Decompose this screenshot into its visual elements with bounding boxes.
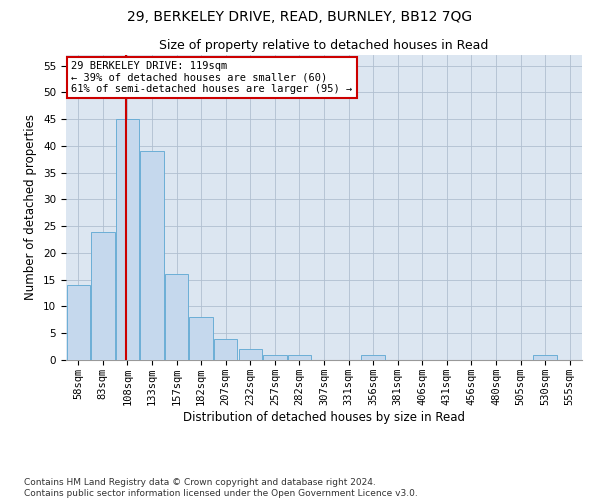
Bar — [263, 354, 287, 360]
Y-axis label: Number of detached properties: Number of detached properties — [25, 114, 37, 300]
Bar — [533, 354, 557, 360]
Text: Contains HM Land Registry data © Crown copyright and database right 2024.
Contai: Contains HM Land Registry data © Crown c… — [24, 478, 418, 498]
Bar — [116, 119, 139, 360]
Bar — [288, 354, 311, 360]
X-axis label: Distribution of detached houses by size in Read: Distribution of detached houses by size … — [183, 410, 465, 424]
Title: Size of property relative to detached houses in Read: Size of property relative to detached ho… — [160, 40, 488, 52]
Bar — [214, 338, 238, 360]
Bar — [140, 152, 164, 360]
Bar — [239, 350, 262, 360]
Bar — [190, 317, 213, 360]
Text: 29, BERKELEY DRIVE, READ, BURNLEY, BB12 7QG: 29, BERKELEY DRIVE, READ, BURNLEY, BB12 … — [127, 10, 473, 24]
Bar — [91, 232, 115, 360]
Text: 29 BERKELEY DRIVE: 119sqm
← 39% of detached houses are smaller (60)
61% of semi-: 29 BERKELEY DRIVE: 119sqm ← 39% of detac… — [71, 61, 352, 94]
Bar — [361, 354, 385, 360]
Bar — [165, 274, 188, 360]
Bar — [67, 285, 90, 360]
